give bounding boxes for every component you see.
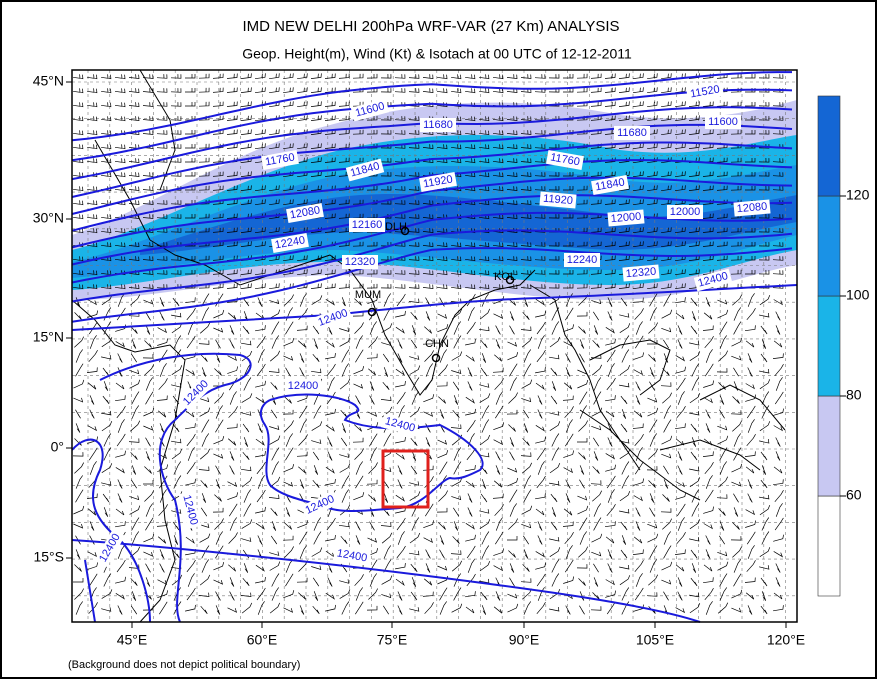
contour-label: 11840 bbox=[594, 176, 625, 193]
station-marker bbox=[400, 226, 410, 236]
contour-label: 11600 bbox=[708, 116, 738, 128]
contour-label-bg bbox=[261, 149, 299, 171]
contour-label: 12080 bbox=[736, 201, 768, 216]
contour-label: 11760 bbox=[549, 151, 580, 168]
contour-label-bg bbox=[178, 490, 202, 530]
contour-label-bg bbox=[94, 528, 126, 568]
station-label: CHN bbox=[425, 338, 449, 350]
contour-line bbox=[71, 229, 793, 303]
contour-label: 12240 bbox=[274, 234, 306, 251]
contour-label-bg bbox=[300, 491, 340, 519]
lon-label: 60°E bbox=[247, 632, 278, 648]
contour-label-bg bbox=[686, 81, 724, 103]
contour-label: 12320 bbox=[625, 266, 657, 281]
station-label: DLH bbox=[385, 221, 407, 233]
contour-label-bg bbox=[733, 199, 771, 217]
contour-label-bg bbox=[420, 118, 456, 132]
contour-line bbox=[71, 71, 792, 142]
contour-label-bg bbox=[342, 255, 378, 269]
station-marker bbox=[431, 353, 441, 363]
contour-label-bg bbox=[667, 205, 703, 219]
lat-label: 30°N bbox=[33, 210, 64, 226]
contour-label-bg bbox=[591, 174, 629, 196]
lat-label: 0° bbox=[51, 439, 64, 455]
station-label: KOL bbox=[494, 271, 516, 283]
colorbar-label: 100 bbox=[846, 287, 870, 303]
contour-label-bg bbox=[564, 253, 600, 267]
contour-label-bg bbox=[705, 115, 741, 129]
coastline bbox=[71, 69, 786, 623]
lon-label: 75°E bbox=[377, 632, 408, 648]
contour-label-bg bbox=[607, 209, 645, 227]
contour-line bbox=[71, 176, 793, 249]
lat-label: 15°N bbox=[33, 329, 64, 345]
contour-label-bg bbox=[693, 268, 733, 292]
colorbar-segment bbox=[817, 95, 841, 197]
contour-label-bg bbox=[333, 545, 371, 567]
colorbar-segment bbox=[817, 295, 841, 397]
contour-label: 12000 bbox=[670, 206, 701, 218]
contour-label: 12000 bbox=[610, 211, 642, 226]
colorbar-segment bbox=[817, 395, 841, 497]
lon-label: 90°E bbox=[509, 632, 540, 648]
lon-label: 105°E bbox=[636, 632, 674, 648]
map-frame bbox=[71, 69, 798, 623]
highlight-box bbox=[381, 449, 430, 509]
contour-label-bg bbox=[271, 232, 309, 254]
contour-label-bg bbox=[350, 98, 390, 122]
colorbar-label: 120 bbox=[846, 187, 870, 203]
colorbar-label: 60 bbox=[846, 487, 862, 503]
lat-label: 15°S bbox=[33, 549, 64, 565]
contour-label: 11680 bbox=[423, 119, 453, 131]
colorbar: 60 80 100 120 bbox=[817, 95, 870, 597]
contour-label-bg bbox=[349, 218, 385, 232]
subtitle: Geop. Height(m), Wind (Kt) & Isotach at … bbox=[242, 46, 632, 62]
contour-label-bg bbox=[539, 191, 577, 209]
contour-label-bg bbox=[380, 413, 420, 437]
contour-label-bg bbox=[313, 305, 353, 331]
contour-label-bg bbox=[345, 158, 385, 182]
contour-label-bg bbox=[546, 149, 584, 171]
contour-line bbox=[71, 123, 793, 198]
lat-label: 45°N bbox=[33, 73, 64, 89]
colorbar-segment bbox=[817, 195, 841, 297]
contour-label-bg bbox=[614, 126, 650, 140]
contour-label: 12400 bbox=[288, 380, 319, 392]
colorbar-label: 80 bbox=[846, 387, 862, 403]
contour-label: 12160 bbox=[352, 219, 383, 231]
contour-label: 11520 bbox=[689, 83, 720, 100]
station-label: MUM bbox=[355, 289, 381, 301]
footnote: (Background does not depict political bo… bbox=[68, 659, 300, 671]
contour-line bbox=[71, 159, 793, 232]
lon-label: 45°E bbox=[117, 632, 148, 648]
colorbar-segment bbox=[817, 495, 841, 597]
contour-label: 11920 bbox=[422, 173, 453, 190]
wind-barbs bbox=[72, 73, 784, 615]
contour-label: 12080 bbox=[289, 204, 321, 221]
map-area: 1152011600116801168011600117601184011920… bbox=[71, 69, 798, 623]
contour-label: 11760 bbox=[264, 151, 295, 168]
contour-label: 12400 bbox=[336, 547, 368, 564]
contour-label-bg bbox=[178, 375, 214, 411]
contour-label: 11920 bbox=[543, 193, 574, 208]
station-marker bbox=[367, 307, 377, 317]
lon-label: 120°E bbox=[767, 632, 805, 648]
contour-line bbox=[71, 141, 793, 215]
contour-label: 11680 bbox=[617, 127, 647, 139]
contour-label: 12320 bbox=[345, 256, 376, 268]
contour-line bbox=[71, 247, 793, 323]
title: IMD NEW DELHI 200hPa WRF-VAR (27 Km) ANA… bbox=[242, 18, 619, 35]
contour-line bbox=[71, 194, 793, 266]
contour-label: 12240 bbox=[567, 254, 598, 266]
contour-label-bg bbox=[285, 379, 321, 393]
contour-label-bg bbox=[286, 202, 324, 224]
station-marker bbox=[505, 275, 515, 285]
contour-label-bg bbox=[622, 264, 660, 282]
contour-line bbox=[71, 88, 793, 162]
contour-label-bg bbox=[419, 171, 457, 193]
